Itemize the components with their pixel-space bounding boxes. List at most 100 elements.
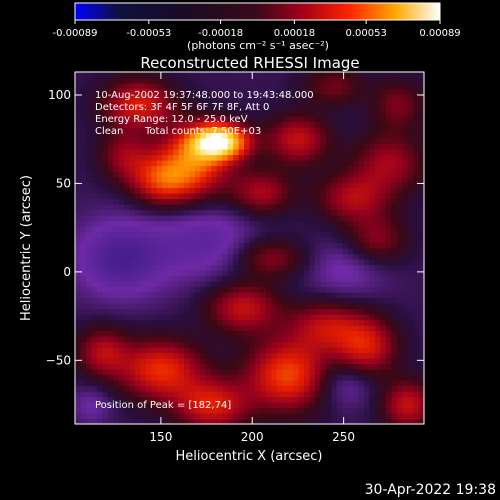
heatmap-cell (205, 396, 212, 403)
heatmap-cell (211, 220, 218, 227)
heatmap-cell (156, 242, 163, 249)
heatmap-cell (151, 160, 158, 167)
heatmap-cell (222, 297, 229, 304)
heatmap-cell (222, 220, 229, 227)
heatmap-cell (265, 374, 272, 381)
heatmap-cell (189, 204, 196, 211)
heatmap-cell (156, 385, 163, 392)
heatmap-cell (129, 259, 136, 266)
heatmap-cell (260, 270, 267, 277)
heatmap-cell (358, 347, 365, 354)
heatmap-cell (331, 286, 338, 293)
heatmap-cell (233, 407, 240, 414)
heatmap-cell (369, 275, 376, 282)
heatmap-cell (227, 143, 234, 150)
heatmap-cell (140, 143, 147, 150)
heatmap-cell (80, 198, 87, 205)
heatmap-cell (91, 259, 98, 266)
heatmap-cell (358, 259, 365, 266)
heatmap-cell (276, 402, 283, 409)
heatmap-cell (205, 171, 212, 178)
heatmap-cell (407, 248, 414, 255)
heatmap-cell (402, 237, 409, 244)
heatmap-cell (113, 303, 120, 310)
heatmap-cell (374, 77, 381, 84)
heatmap-cell (249, 83, 256, 90)
heatmap-cell (298, 121, 305, 128)
heatmap-cell (293, 248, 300, 255)
heatmap-cell (254, 132, 262, 139)
heatmap-cell (374, 374, 381, 381)
heatmap-cell (156, 149, 163, 156)
heatmap-cell (380, 413, 387, 420)
heatmap-cell (102, 99, 109, 106)
heatmap-cell (80, 226, 87, 233)
heatmap-cell (178, 363, 185, 370)
heatmap-cell (320, 105, 327, 112)
heatmap-cell (205, 286, 212, 293)
heatmap-cell (364, 347, 371, 354)
heatmap-cell (249, 209, 256, 216)
heatmap-cell (353, 308, 360, 315)
heatmap-cell (260, 83, 267, 90)
heatmap-cell (102, 336, 109, 343)
heatmap-cell (102, 253, 109, 260)
heatmap-cell (413, 220, 420, 227)
heatmap-cell (336, 105, 343, 112)
heatmap-cell (211, 297, 218, 304)
heatmap-cell (91, 209, 98, 216)
heatmap-cell (118, 385, 125, 392)
heatmap-cell (413, 297, 420, 304)
heatmap-cell (413, 270, 420, 277)
heatmap-cell (216, 182, 223, 189)
heatmap-cell (265, 358, 272, 365)
heatmap-cell (145, 105, 152, 112)
heatmap-cell (413, 226, 420, 233)
heatmap-cell (380, 187, 387, 194)
heatmap-cell (282, 347, 289, 354)
heatmap-cell (276, 198, 283, 205)
heatmap-cell (314, 413, 321, 420)
heatmap-cell (282, 226, 289, 233)
heatmap-cell (194, 330, 202, 337)
heatmap-cell (222, 154, 229, 161)
heatmap-cell (118, 275, 125, 282)
heatmap-cell (271, 308, 278, 315)
heatmap-cell (211, 363, 218, 370)
heatmap-cell (320, 380, 327, 387)
heatmap-cell (189, 127, 196, 134)
heatmap-cell (320, 330, 327, 337)
heatmap-cell (320, 275, 327, 282)
heatmap-cell (282, 220, 289, 227)
heatmap-cell (200, 347, 207, 354)
heatmap-cell (134, 160, 142, 167)
heatmap-cell (118, 270, 125, 277)
heatmap-cell (184, 325, 191, 332)
heatmap-cell (342, 319, 349, 326)
heatmap-cell (385, 347, 392, 354)
heatmap-cell (260, 358, 267, 365)
heatmap-cell (140, 303, 147, 310)
heatmap-cell (347, 391, 354, 398)
heatmap-cell (391, 83, 398, 90)
heatmap-cell (124, 99, 131, 106)
heatmap-cell (331, 171, 338, 178)
heatmap-cell (336, 330, 343, 337)
heatmap-cell (331, 154, 338, 161)
heatmap-cell (320, 396, 327, 403)
heatmap-cell (298, 369, 305, 376)
heatmap-cell (134, 143, 142, 150)
heatmap-cell (314, 110, 321, 117)
heatmap-cell (184, 143, 191, 150)
heatmap-cell (402, 204, 409, 211)
heatmap-cell (205, 314, 212, 321)
heatmap-cell (413, 143, 420, 150)
heatmap-cell (402, 413, 409, 420)
heatmap-cell (91, 292, 98, 299)
heatmap-cell (407, 253, 414, 260)
heatmap-cell (145, 226, 152, 233)
heatmap-cell (233, 418, 240, 424)
heatmap-cell (216, 138, 223, 145)
heatmap-cell (249, 270, 256, 277)
heatmap-cell (358, 413, 365, 420)
